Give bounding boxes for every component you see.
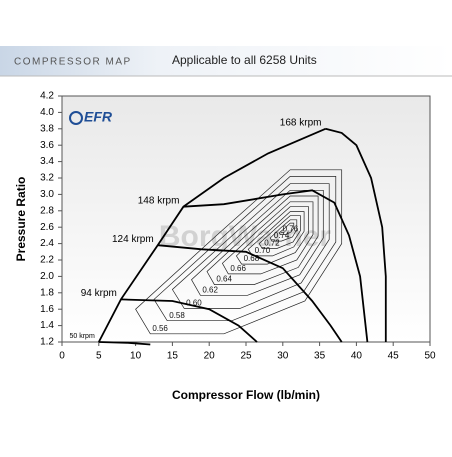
chart-title: Applicable to all 6258 Units [172, 53, 317, 67]
y-tick-label: 3.0 [40, 189, 54, 200]
speed-line [120, 298, 258, 343]
x-tick-label: 20 [204, 351, 216, 362]
y-tick-label: 2.2 [40, 255, 54, 266]
contour-label: 0.64 [216, 275, 232, 284]
efficiency-contour [269, 219, 298, 242]
x-tick-label: 40 [351, 351, 363, 362]
y-tick-label: 2.8 [40, 205, 54, 216]
y-tick-label: 2.4 [40, 238, 54, 249]
y-tick-label: 1.2 [40, 337, 54, 348]
x-tick-label: 30 [277, 351, 289, 362]
efficiency-contour [135, 169, 343, 335]
y-tick-label: 2.0 [40, 271, 54, 282]
efficiency-contour [206, 195, 319, 285]
contour-label: 0.66 [230, 264, 246, 273]
y-tick-label: 3.2 [40, 173, 54, 184]
speed-line-label: 94 krpm [81, 288, 117, 299]
y-tick-label: 1.6 [40, 304, 54, 315]
logo: EFR [84, 109, 113, 125]
header: COMPRESSOR MAP [14, 57, 132, 68]
efficiency-contour [153, 176, 337, 322]
plot-area [61, 95, 431, 343]
contour-label: 0.74 [274, 231, 290, 240]
x-tick-label: 50 [424, 351, 436, 362]
efficiency-contour [258, 215, 301, 249]
efficiency-contour [221, 201, 314, 275]
speed-line-label: 50 krpm [70, 333, 95, 340]
efficiency-contour [235, 206, 309, 265]
x-tick-label: 10 [130, 351, 142, 362]
x-tick-label: 45 [388, 351, 400, 362]
y-axis-label: Pressure Ratio [14, 177, 28, 262]
y-tick-label: 1.8 [40, 287, 54, 298]
speed-line [98, 341, 151, 346]
x-tick-label: 5 [96, 351, 102, 362]
y-tick-label: 1.4 [40, 320, 54, 331]
y-tick-label: 3.6 [40, 140, 54, 151]
contour-label: 0.58 [169, 311, 185, 320]
speed-line-label: 148 krpm [138, 195, 180, 206]
contour-label: 0.56 [152, 324, 168, 333]
efficiency-contour [278, 222, 295, 235]
x-axis-label: Compressor Flow (lb/min) [172, 388, 320, 402]
contour-label: 0.68 [244, 254, 260, 263]
contour-label: 0.76 [283, 225, 299, 234]
contour-label: 0.72 [264, 239, 280, 248]
speed-line [325, 127, 387, 342]
contour-label: 0.60 [186, 298, 202, 307]
speed-line [183, 189, 369, 343]
speed-line-label: 124 krpm [112, 234, 154, 245]
x-tick-label: 35 [314, 351, 326, 362]
contour-label: 0.62 [202, 285, 218, 294]
y-tick-label: 4.0 [40, 107, 54, 118]
x-tick-label: 0 [59, 351, 65, 362]
efficiency-contour [191, 189, 324, 296]
y-tick-label: 3.8 [40, 123, 54, 134]
header-band [0, 46, 452, 76]
x-tick-label: 15 [167, 351, 179, 362]
x-tick-label: 25 [240, 351, 252, 362]
speed-line-label: 168 krpm [280, 117, 322, 128]
efficiency-contour [171, 183, 330, 309]
logo-icon [69, 111, 83, 125]
y-tick-label: 3.4 [40, 156, 54, 167]
y-tick-label: 4.2 [40, 91, 54, 102]
speed-line [157, 244, 343, 343]
y-tick-label: 2.6 [40, 222, 54, 233]
contour-label: 0.70 [255, 246, 271, 255]
efficiency-contour [247, 211, 305, 257]
